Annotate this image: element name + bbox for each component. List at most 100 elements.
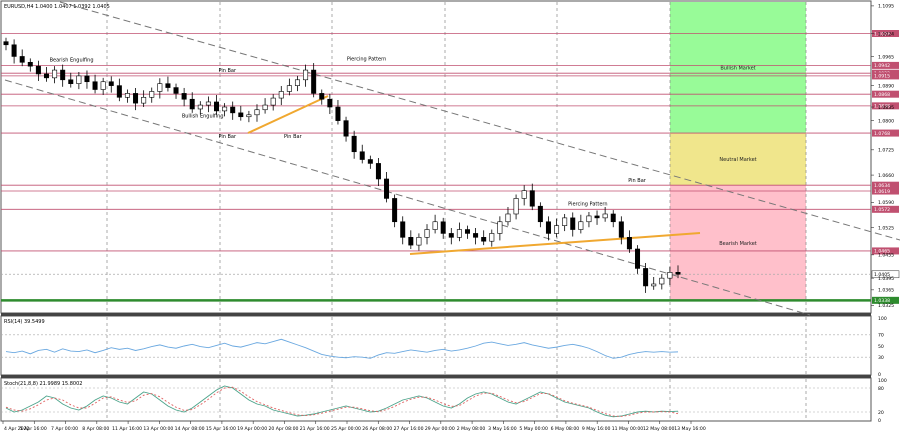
time-tick-label: 13 Apr 00:00	[143, 426, 173, 432]
candle-bull	[513, 198, 519, 215]
level-tag-label: 1.0868	[874, 92, 890, 98]
candle-bear	[448, 233, 454, 238]
zone-label: Neutral Market	[719, 157, 756, 163]
level-tag	[872, 181, 899, 189]
pattern-annotation: Pin Bar	[284, 134, 303, 140]
candle-bull	[294, 79, 300, 86]
price-tick-label: 1.0325	[878, 303, 894, 309]
candle-bull	[497, 221, 503, 234]
zone-label: Bearish Market	[719, 241, 757, 247]
rsi-tick-label: 0	[878, 372, 881, 378]
candle-bull	[602, 213, 608, 219]
candle-bull	[424, 229, 430, 238]
candle-bear	[643, 268, 649, 287]
candle-bear	[214, 101, 220, 112]
candle-bear	[181, 93, 187, 100]
candle-bull	[416, 237, 422, 246]
price-tick-label: 1.0590	[878, 200, 894, 206]
trend-line-april	[247, 95, 329, 134]
time-tick-label: 6 May 08:00	[551, 426, 580, 432]
price-tick-label: 1.0835	[878, 105, 894, 111]
level-tag	[871, 270, 900, 279]
candle-bull	[303, 69, 309, 81]
time-tick-label: 20 Apr 08:00	[268, 426, 298, 432]
rsi-panel-frame	[0, 315, 872, 376]
candle-bear	[19, 56, 25, 63]
candle-bear	[440, 221, 446, 234]
level-tag	[872, 129, 899, 137]
time-tick-label: 5 May 00:00	[519, 426, 548, 432]
candle-bear	[473, 233, 479, 238]
candle-bull	[505, 213, 511, 223]
candle-bear	[92, 81, 98, 90]
level-tag	[872, 30, 899, 38]
candle-bull	[651, 283, 657, 287]
candle-bull	[149, 91, 155, 98]
candle-bull	[667, 272, 673, 279]
time-tick-label: 2 May 08:00	[457, 426, 486, 432]
level-tag-label: 1.0405	[874, 272, 890, 278]
level-tag-label: 1.0338	[874, 298, 890, 304]
price-tick-label: 1.0365	[878, 288, 894, 294]
time-tick-label: 8 Apr 08:00	[82, 426, 109, 432]
candle-bull	[100, 81, 106, 90]
candle-bear	[610, 213, 616, 223]
candle-bear	[400, 221, 406, 238]
candle-bear	[351, 135, 357, 153]
time-tick-label: 13 May 16:00	[674, 426, 706, 432]
rsi-tick-label: 70	[878, 333, 884, 339]
candle-bull	[456, 229, 462, 238]
pattern-annotation: Bullish Engulfing	[182, 114, 224, 120]
price-tick-label: 1.0455	[878, 253, 894, 259]
time-tick-label: 15 Apr 16:00	[206, 426, 236, 432]
candle-bear	[537, 205, 543, 223]
rsi-label: RSI(14) 39.5499	[4, 319, 45, 325]
candle-bear	[359, 151, 365, 160]
candle-bull	[157, 83, 163, 92]
time-tick-label: 7 Apr 00:00	[51, 426, 78, 432]
level-tag	[872, 205, 899, 213]
level-tag-label: 1.0572	[874, 207, 890, 213]
channel-upper-line	[59, 1, 900, 241]
candle-bear	[594, 215, 600, 219]
level-tag-label: 1.0619	[874, 189, 890, 195]
zone-neutral-market	[670, 133, 806, 186]
candle-bear	[626, 237, 632, 250]
zone-label: Bullish Market	[720, 66, 755, 72]
candle-bear	[43, 73, 49, 79]
time-tick-label: 19 Apr 00:00	[237, 426, 267, 432]
price-tick-label: 1.0965	[878, 54, 894, 60]
level-tag	[872, 102, 899, 110]
time-tick-label: 25 Apr 00:00	[331, 426, 361, 432]
stoch-main-line	[5, 385, 679, 418]
rsi-tick-label: 50	[878, 344, 884, 350]
candle-bull	[278, 91, 284, 99]
candle-bear	[335, 106, 341, 121]
candle-bear	[11, 44, 17, 57]
candle-bear	[27, 61, 33, 67]
level-tag-label: 1.0838	[874, 104, 890, 110]
level-tag-label: 1.0915	[874, 74, 890, 80]
time-tick-label: 26 Apr 08:00	[362, 426, 392, 432]
pattern-annotation: Pin Bar	[628, 178, 647, 184]
candle-bear	[173, 87, 179, 94]
candle-bear	[311, 69, 317, 94]
price-tick-label: 1.0800	[878, 118, 894, 124]
candle-bear	[189, 98, 195, 110]
time-tick-label: 27 Apr 16:00	[394, 426, 424, 432]
candle-bull	[222, 106, 228, 112]
candle-bear	[545, 221, 551, 234]
candle-bull	[286, 85, 292, 92]
candle-bear	[367, 159, 373, 164]
time-tick-label: 11 May 00:00	[612, 426, 644, 432]
candle-bear	[392, 198, 398, 223]
level-tag	[872, 296, 899, 304]
candle-bear	[319, 93, 325, 100]
time-tick-label: 11 Apr 16:00	[112, 426, 142, 432]
level-tag-label: 1.0634	[874, 183, 890, 189]
trend-line-may	[409, 232, 701, 255]
candle-bear	[60, 69, 66, 81]
time-tick-label: 9 May 16:00	[582, 426, 611, 432]
price-tick-label: 1.0890	[878, 83, 894, 89]
